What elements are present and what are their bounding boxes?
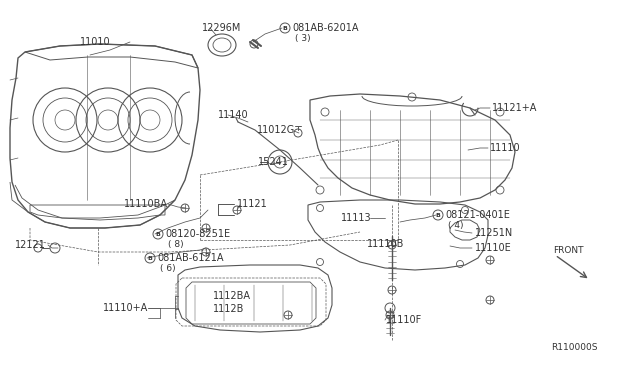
Text: 08121-0401E: 08121-0401E [445, 210, 510, 220]
Text: 11121: 11121 [237, 199, 268, 209]
Text: B: B [156, 231, 161, 237]
Text: 15241: 15241 [258, 157, 289, 167]
Text: 08120-8251E: 08120-8251E [165, 229, 230, 239]
Text: 12121: 12121 [15, 240, 46, 250]
Text: ( 3): ( 3) [295, 33, 310, 42]
Text: FRONT: FRONT [553, 246, 584, 254]
Text: ( 6): ( 6) [160, 263, 175, 273]
Text: 11110F: 11110F [386, 315, 422, 325]
Text: 11110+A: 11110+A [103, 303, 148, 313]
Text: B: B [436, 212, 440, 218]
Text: B: B [283, 26, 287, 31]
Text: 1112BA: 1112BA [213, 291, 251, 301]
Text: 11110B: 11110B [367, 239, 404, 249]
Text: 12296M: 12296M [202, 23, 242, 33]
Text: 11113: 11113 [341, 213, 372, 223]
Text: 11251N: 11251N [475, 228, 513, 238]
Text: 081AB-6121A: 081AB-6121A [157, 253, 223, 263]
Text: B: B [148, 256, 152, 260]
Text: ( 4): ( 4) [448, 221, 463, 230]
Text: 11121+A: 11121+A [492, 103, 538, 113]
Text: 1112B: 1112B [213, 304, 244, 314]
Text: 11110E: 11110E [475, 243, 512, 253]
Text: 11140: 11140 [218, 110, 248, 120]
Text: 11110BA: 11110BA [124, 199, 168, 209]
Text: 11012G: 11012G [257, 125, 295, 135]
Text: 11110: 11110 [490, 143, 520, 153]
Text: 11010: 11010 [80, 37, 110, 47]
Text: 081AB-6201A: 081AB-6201A [292, 23, 358, 33]
Text: ( 8): ( 8) [168, 240, 184, 248]
Text: R110000S: R110000S [552, 343, 598, 353]
